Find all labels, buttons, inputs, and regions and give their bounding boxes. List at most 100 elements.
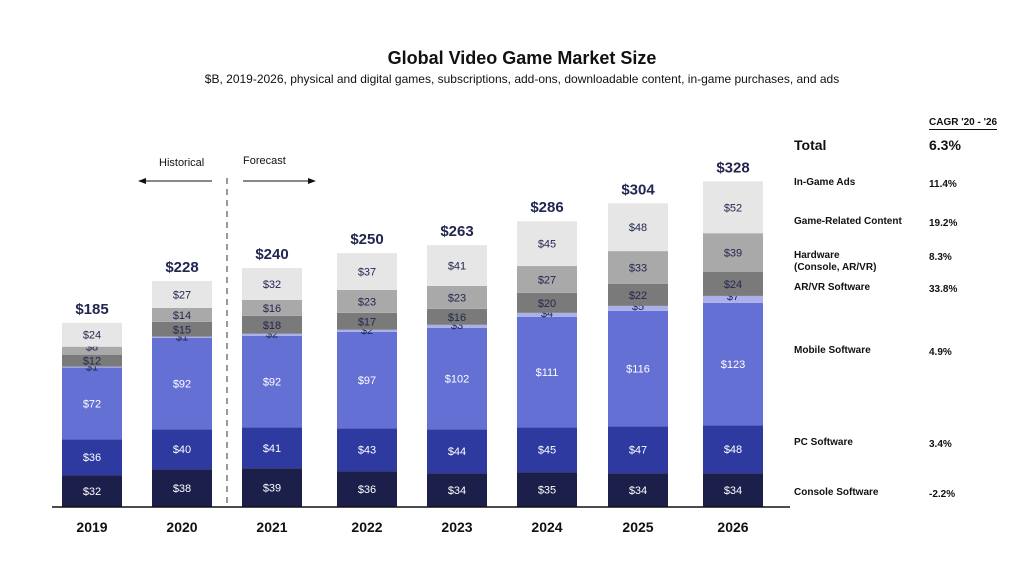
bar-segment-hardware-2022 — [337, 312, 397, 330]
bar-segment-console-software-2023 — [427, 473, 487, 507]
bar-segment-game-related-content-2019 — [62, 346, 122, 355]
bar-segment-in-game-ads-2021 — [242, 268, 302, 300]
bar-segment-in-game-ads-2024 — [517, 221, 577, 267]
data-label-pc-software-2026: $48 — [724, 444, 742, 456]
bar-segment-game-related-content-2025 — [608, 251, 668, 284]
bar-segment-console-software-2025 — [608, 473, 668, 507]
cagr-value-console-software: -2.2% — [929, 489, 956, 500]
bar-segment-in-game-ads-2022 — [337, 253, 397, 290]
data-label-console-software-2022: $36 — [358, 484, 376, 496]
data-label-in-game-ads-2026: $52 — [724, 202, 742, 214]
bar-segment-arvr-software-2025 — [608, 305, 668, 311]
legend-label-game-related-content: Game-Related Content — [794, 216, 902, 227]
data-label-in-game-ads-2022: $37 — [358, 267, 376, 279]
data-label-mobile-software-2022: $97 — [358, 375, 376, 387]
data-label-in-game-ads-2025: $48 — [629, 222, 647, 234]
bar-segment-game-related-content-2023 — [427, 285, 487, 309]
cagr-header: CAGR '20 - '26 — [929, 117, 998, 130]
bar-segment-mobile-software-2025 — [608, 310, 668, 427]
cagr-value-hardware: 8.3% — [929, 252, 952, 263]
bar-segment-in-game-ads-2020 — [152, 280, 212, 308]
bars-group: $32$36$72$1$12$8$24$1852019$38$40$92$1$1… — [62, 159, 763, 535]
bar-segment-arvr-software-2026 — [703, 295, 763, 303]
data-label-mobile-software-2026: $123 — [721, 359, 745, 371]
bar-segment-console-software-2020 — [152, 469, 212, 507]
data-label-mobile-software-2024: $111 — [536, 367, 559, 379]
data-label-mobile-software-2019: $72 — [83, 398, 101, 410]
total-legend-label: Total — [794, 137, 827, 153]
cagr-value-pc-software: 3.4% — [929, 439, 952, 450]
total-label-2023: $263 — [440, 223, 473, 240]
data-label-game-related-content-2020: $14 — [173, 310, 191, 322]
chart-title: Global Video Game Market Size — [387, 48, 657, 68]
bar-segment-hardware-2023 — [427, 308, 487, 325]
data-label-console-software-2026: $34 — [724, 485, 742, 497]
bar-segment-mobile-software-2022 — [337, 331, 397, 429]
data-label-hardware-2019: $12 — [83, 356, 101, 368]
x-tick-label-2023: 2023 — [441, 519, 472, 535]
bar-segment-game-related-content-2022 — [337, 289, 397, 313]
data-label-console-software-2025: $34 — [629, 485, 647, 497]
data-label-console-software-2019: $32 — [83, 486, 101, 498]
cagr-value-in-game-ads: 11.4% — [929, 179, 957, 190]
cagr-value-game-related-content: 19.2% — [929, 218, 958, 229]
data-label-hardware-2025: $22 — [629, 290, 647, 302]
chart-subtitle: $B, 2019-2026, physical and digital game… — [204, 72, 840, 86]
bar-segment-hardware-2019 — [62, 354, 122, 367]
x-tick-label-2019: 2019 — [76, 519, 107, 535]
data-label-mobile-software-2025: $116 — [626, 364, 650, 376]
bar-segment-game-related-content-2021 — [242, 299, 302, 316]
total-label-2025: $304 — [621, 181, 655, 198]
x-tick-label-2025: 2025 — [622, 519, 653, 535]
data-label-pc-software-2024: $45 — [538, 445, 556, 457]
x-tick-label-2020: 2020 — [166, 519, 197, 535]
total-label-2026: $328 — [716, 159, 749, 176]
x-tick-label-2024: 2024 — [531, 519, 562, 535]
bar-segment-pc-software-2026 — [703, 425, 763, 474]
bar-segment-in-game-ads-2023 — [427, 245, 487, 286]
bar-segment-in-game-ads-2026 — [703, 181, 763, 234]
bar-segment-pc-software-2019 — [62, 439, 122, 476]
total-label-2019: $185 — [75, 301, 108, 318]
data-label-mobile-software-2020: $92 — [173, 379, 191, 391]
bar-segment-mobile-software-2026 — [703, 302, 763, 426]
bar-segment-mobile-software-2023 — [427, 327, 487, 430]
data-label-game-related-content-2024: $27 — [538, 274, 556, 286]
bar-segment-arvr-software-2022 — [337, 329, 397, 332]
data-label-mobile-software-2021: $92 — [263, 377, 281, 389]
bar-segment-arvr-software-2023 — [427, 324, 487, 328]
total-label-2021: $240 — [255, 246, 288, 263]
bar-segment-pc-software-2025 — [608, 426, 668, 474]
data-label-mobile-software-2023: $102 — [445, 374, 469, 386]
bar-segment-hardware-2025 — [608, 283, 668, 306]
bar-segment-pc-software-2023 — [427, 429, 487, 474]
bar-segment-game-related-content-2024 — [517, 266, 577, 293]
bar-segment-pc-software-2024 — [517, 427, 577, 473]
data-label-console-software-2023: $34 — [448, 485, 466, 497]
data-label-hardware-2024: $20 — [538, 298, 556, 310]
data-label-pc-software-2025: $47 — [629, 445, 647, 457]
data-label-in-game-ads-2023: $41 — [448, 261, 466, 273]
bar-segment-console-software-2021 — [242, 468, 302, 507]
bar-segment-console-software-2024 — [517, 472, 577, 507]
data-label-hardware-2026: $24 — [724, 279, 742, 291]
bar-segment-console-software-2022 — [337, 471, 397, 507]
bar-segment-arvr-software-2020 — [152, 336, 212, 338]
bar-segment-mobile-software-2021 — [242, 335, 302, 428]
data-label-game-related-content-2025: $33 — [629, 263, 647, 275]
legend-label-arvr-software: AR/VR Software — [794, 282, 871, 293]
bar-segment-hardware-2024 — [517, 292, 577, 313]
data-label-hardware-2021: $18 — [263, 320, 281, 332]
bar-segment-in-game-ads-2019 — [62, 322, 122, 347]
data-label-hardware-2023: $16 — [448, 312, 466, 324]
historical-label: Historical — [159, 157, 204, 169]
data-label-pc-software-2022: $43 — [358, 445, 376, 457]
legend-label-console-software: Console Software — [794, 487, 879, 498]
bar-segment-arvr-software-2024 — [517, 312, 577, 317]
data-label-in-game-ads-2020: $27 — [173, 289, 191, 301]
data-label-game-related-content-2022: $23 — [358, 296, 376, 308]
data-label-hardware-2022: $17 — [358, 316, 376, 328]
data-label-hardware-2020: $15 — [173, 324, 191, 336]
bar-segment-in-game-ads-2025 — [608, 203, 668, 252]
x-tick-label-2021: 2021 — [256, 519, 287, 535]
